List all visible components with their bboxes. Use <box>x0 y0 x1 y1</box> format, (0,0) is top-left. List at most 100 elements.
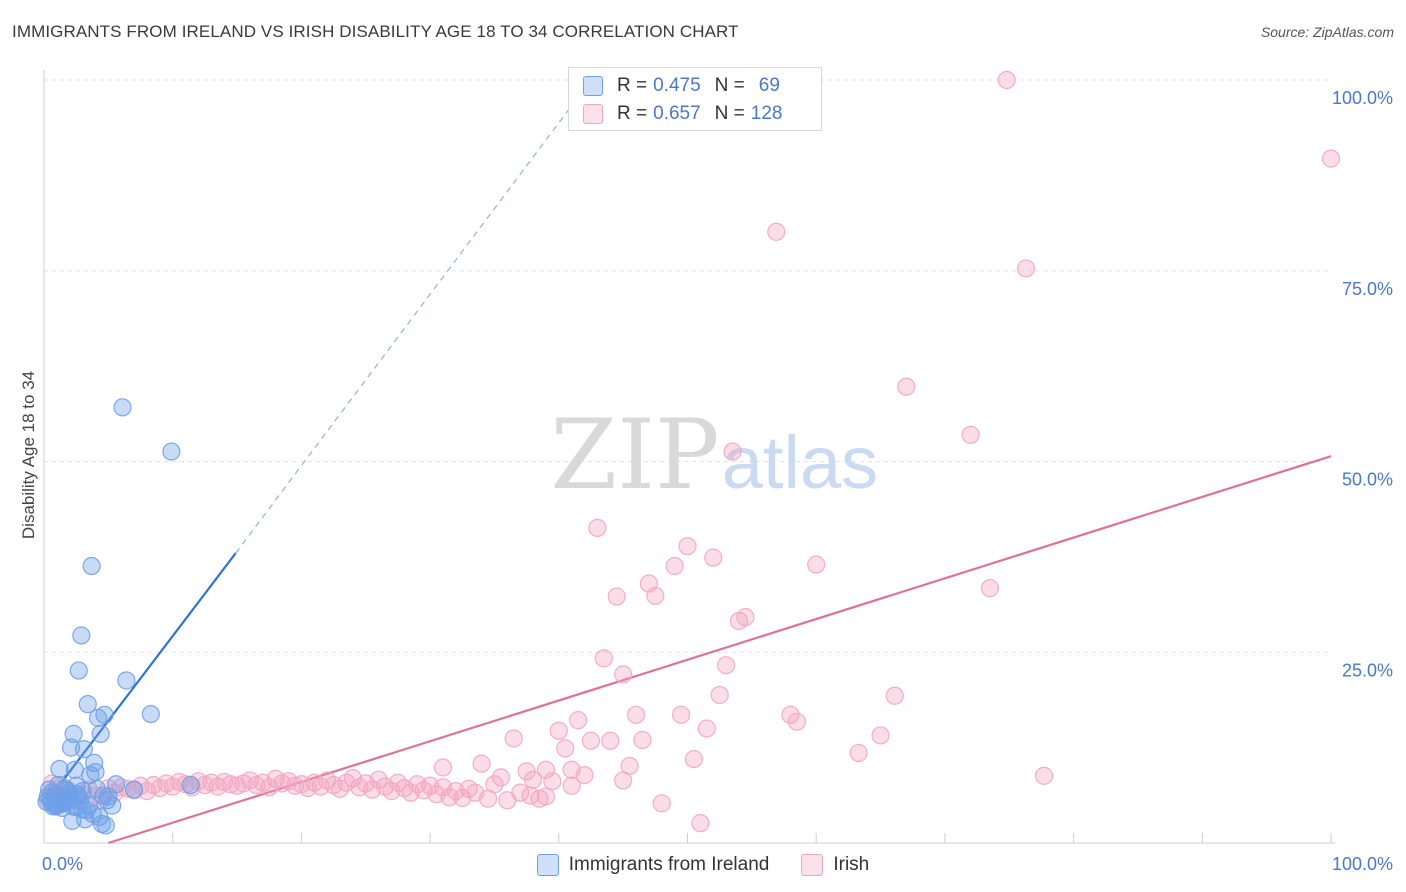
data-point <box>65 760 84 779</box>
data-point <box>103 796 122 815</box>
data-point <box>614 771 633 790</box>
data-point <box>74 740 93 759</box>
data-point <box>1034 766 1054 785</box>
data-point <box>64 724 83 743</box>
x-tick-label: 100.0% <box>1332 854 1393 874</box>
data-point <box>491 768 510 787</box>
data-point <box>124 780 144 799</box>
data-point <box>96 816 115 835</box>
trend-extension-ireland <box>235 79 592 554</box>
data-point <box>652 794 671 813</box>
data-point <box>581 731 601 750</box>
data-point <box>594 649 613 668</box>
trend-lines <box>46 79 1332 845</box>
trend-line-ireland <box>46 552 237 801</box>
data-point <box>543 772 562 791</box>
n-label: N = <box>714 75 745 96</box>
data-point <box>646 586 665 605</box>
stats-row-ireland: R = 0.475 N = 69 <box>583 73 786 99</box>
data-point <box>91 724 110 743</box>
data-point <box>536 760 556 779</box>
data-point <box>717 656 736 675</box>
data-point <box>671 705 691 724</box>
data-point <box>1016 259 1036 278</box>
data-point <box>67 776 86 795</box>
data-point <box>117 671 136 690</box>
n-value: 69 <box>758 75 780 96</box>
data-point <box>472 754 491 773</box>
data-point <box>871 726 890 745</box>
trend-line-irish <box>108 455 1332 845</box>
r-label: R = <box>617 75 648 96</box>
watermark: ZIP atlas <box>550 399 878 511</box>
data-points <box>37 70 1341 835</box>
data-point <box>521 786 540 805</box>
legend-item-ireland[interactable]: Immigrants from Ireland <box>536 854 769 876</box>
data-point <box>46 797 65 816</box>
data-point <box>504 729 523 748</box>
stats-row-irish: R = 0.657 N = 128 <box>583 101 788 127</box>
data-point <box>1321 149 1341 168</box>
data-point <box>536 787 556 806</box>
data-point <box>849 743 868 763</box>
watermark-atlas: atlas <box>722 421 878 504</box>
data-point <box>369 770 388 789</box>
r-value: 0.657 <box>653 103 701 124</box>
data-point <box>569 711 588 730</box>
series-legend: Immigrants from Ireland Irish <box>0 852 1406 878</box>
data-point <box>736 608 755 627</box>
data-point <box>106 775 126 794</box>
y-tick-label: 100.0% <box>1332 88 1393 108</box>
r-value: 0.475 <box>653 75 701 96</box>
data-point <box>221 775 240 794</box>
data-point <box>723 442 742 461</box>
y-tick-label: 50.0% <box>1342 470 1393 490</box>
watermark-zip: ZIP <box>550 399 719 511</box>
data-point <box>697 719 716 738</box>
axes <box>43 70 1335 844</box>
data-point <box>807 555 826 574</box>
r-label: R = <box>617 103 648 124</box>
data-point <box>665 556 684 576</box>
data-point <box>678 537 697 556</box>
n-label: N = <box>714 103 745 124</box>
data-point <box>781 705 800 724</box>
data-point <box>511 783 530 802</box>
data-point <box>787 712 806 731</box>
data-point <box>141 704 160 724</box>
data-point <box>897 377 916 396</box>
data-point <box>588 518 607 537</box>
source-label: Source: ZipAtlas.com <box>1260 24 1394 40</box>
data-point <box>704 548 723 567</box>
data-point <box>113 398 132 417</box>
data-point <box>614 665 633 684</box>
y-axis-label: Disability Age 18 to 34 <box>19 371 38 539</box>
data-point <box>684 749 704 769</box>
legend-swatch-ireland <box>583 76 603 96</box>
data-point <box>549 721 568 740</box>
stats-legend: R = 0.475 N = 69 R = 0.657 N = 128 <box>568 67 822 131</box>
data-point <box>997 70 1016 90</box>
data-point <box>562 760 581 779</box>
data-point <box>556 739 575 758</box>
data-point <box>69 787 88 806</box>
data-point <box>95 705 114 724</box>
y-tick-label: 25.0% <box>1342 660 1393 680</box>
data-point <box>710 685 729 705</box>
legend-swatch-ireland <box>536 854 559 876</box>
data-point <box>50 759 69 779</box>
legend-swatch-irish <box>801 854 824 876</box>
data-point <box>82 556 101 576</box>
data-point <box>69 661 88 680</box>
data-point <box>78 695 97 714</box>
data-point <box>562 776 581 795</box>
tick-labels: 25.0% 50.0% 75.0% 100.0% 0.0% 100.0% <box>42 88 1393 874</box>
legend-item-irish[interactable]: Irish <box>801 854 869 876</box>
data-point <box>72 626 91 645</box>
data-point <box>633 730 652 750</box>
data-point <box>961 425 980 444</box>
data-point <box>86 762 105 782</box>
data-point <box>433 758 453 777</box>
data-point <box>485 775 504 794</box>
